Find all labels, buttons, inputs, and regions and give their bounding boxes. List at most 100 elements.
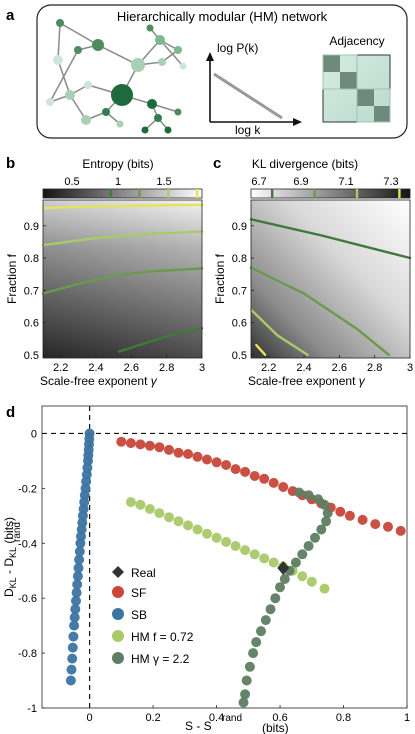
- data-point: [275, 582, 285, 593]
- data-point: [241, 675, 252, 686]
- colorbar-contour-mark-0: [196, 189, 199, 198]
- data-point: [278, 482, 289, 492]
- panel-c: c KL divergence (bits) 6.7 6.9 7.1 7.3 2…: [213, 155, 413, 388]
- series-sb: [65, 428, 95, 686]
- panel-b-cbar-tick-1: 1: [115, 176, 121, 188]
- x-tick-label: 1: [404, 712, 410, 724]
- data-point: [70, 604, 81, 615]
- x-tick-label: 2.4: [88, 362, 103, 374]
- data-point: [297, 571, 308, 582]
- data-point: [144, 504, 155, 514]
- data-point: [321, 516, 332, 527]
- adjacency-label: Adjacency: [329, 34, 384, 48]
- y-tick-label: -0.8: [18, 648, 37, 660]
- data-point: [173, 447, 184, 458]
- x-tick-label: 2.6: [332, 362, 347, 374]
- colorbar-contour-mark-1: [167, 189, 170, 198]
- data-point: [249, 549, 260, 560]
- colorbar-contour-mark-2: [138, 189, 141, 198]
- contour-line-1: [41, 230, 204, 247]
- data-point: [240, 689, 251, 700]
- data-point: [65, 675, 76, 686]
- data-point: [303, 490, 314, 501]
- data-point: [211, 532, 222, 543]
- panel-c-colorbar-contour-marks: [271, 189, 401, 198]
- x-tick-label: 2.8: [159, 362, 174, 374]
- data-point: [290, 557, 301, 568]
- contour-line-0: [249, 218, 412, 260]
- panel-d-xlabel-unit: (bits): [262, 721, 289, 734]
- x-tick-label: 0.4: [209, 712, 224, 724]
- y-tick-label: -0.4: [18, 538, 37, 550]
- colorbar-contour-mark-0: [271, 189, 274, 198]
- y-tick-label: 0.5: [24, 350, 39, 362]
- panel-b-ticks: 2.2 2.4 2.6 2.8 3 0.5 0.6 0.7 0.8 0.9: [24, 221, 205, 374]
- contour-line-1: [249, 266, 390, 356]
- data-point: [211, 457, 222, 468]
- data-point: [335, 506, 346, 517]
- data-point: [183, 449, 193, 459]
- data-point: [74, 546, 85, 557]
- contour-line-3: [117, 327, 204, 353]
- contour-line-2: [249, 308, 309, 356]
- panel-b-xlabel: Scale-free exponent γ: [40, 374, 158, 388]
- data-point: [294, 487, 305, 498]
- y-tick-label: -0.6: [18, 593, 37, 605]
- x-tick-label: 2.2: [53, 362, 68, 374]
- data-point: [297, 549, 308, 560]
- data-point: [244, 661, 255, 672]
- data-point: [310, 532, 320, 543]
- panel-c-cbar-tick-1: 6.9: [293, 176, 308, 188]
- panel-c-ylabel: Fraction f: [213, 253, 227, 304]
- sketch-x-arrow-icon: [293, 118, 302, 126]
- data-point: [69, 612, 80, 623]
- panel-b-ylabel: Fraction f: [5, 253, 19, 304]
- panel-a: a Hierarchically modular (HM) network: [6, 4, 408, 139]
- contour-line-3: [255, 343, 267, 356]
- data-point: [144, 440, 155, 451]
- data-point: [154, 508, 165, 519]
- data-point: [67, 642, 78, 653]
- panel-b-colorbar: [42, 188, 203, 199]
- legend-hm-f-marker-icon: [112, 630, 124, 642]
- data-point: [66, 664, 77, 675]
- data-point: [72, 579, 83, 590]
- panel-a-letter: a: [6, 7, 15, 24]
- data-point: [75, 538, 86, 549]
- data-point: [116, 436, 127, 447]
- data-point: [277, 560, 290, 575]
- contour-line-2: [41, 267, 204, 295]
- data-point: [71, 595, 81, 606]
- y-tick-label: 0.7: [24, 285, 39, 297]
- x-tick-label: 0: [87, 712, 93, 724]
- data-point: [154, 442, 165, 453]
- panel-c-ticks: 2.2 2.4 2.6 2.8 3 0.5 0.6 0.7 0.8 0.9: [232, 221, 413, 374]
- data-point: [221, 536, 232, 547]
- panel-d-xlabel-sup: rand: [222, 713, 242, 724]
- data-point: [270, 593, 281, 604]
- panel-b-letter: b: [6, 155, 15, 172]
- sketch-ylabel: log P(k): [217, 41, 258, 55]
- data-point: [240, 545, 251, 556]
- sketch-power-law-line: [213, 72, 283, 120]
- series-hm-2-2: [238, 487, 333, 708]
- x-tick-label: 3: [199, 362, 205, 374]
- data-point: [344, 510, 355, 521]
- panel-c-letter: c: [213, 155, 221, 172]
- data-point: [240, 466, 251, 477]
- legend-item-real: Real: [112, 566, 156, 580]
- colorbar-contour-mark-1: [313, 189, 316, 198]
- y-tick-label: 0.5: [232, 350, 247, 362]
- data-point: [395, 525, 406, 536]
- data-point: [256, 626, 266, 637]
- panel-c-axes-box: [250, 199, 411, 359]
- legend-item-sf: SF: [112, 586, 146, 600]
- data-point: [322, 508, 333, 519]
- data-point: [183, 520, 193, 531]
- data-point: [383, 521, 393, 532]
- data-point: [135, 499, 146, 510]
- panel-d-letter: d: [6, 404, 15, 421]
- panel-b-cbar-tick-2: 1.5: [156, 176, 171, 188]
- y-tick-label: 0.8: [24, 253, 39, 265]
